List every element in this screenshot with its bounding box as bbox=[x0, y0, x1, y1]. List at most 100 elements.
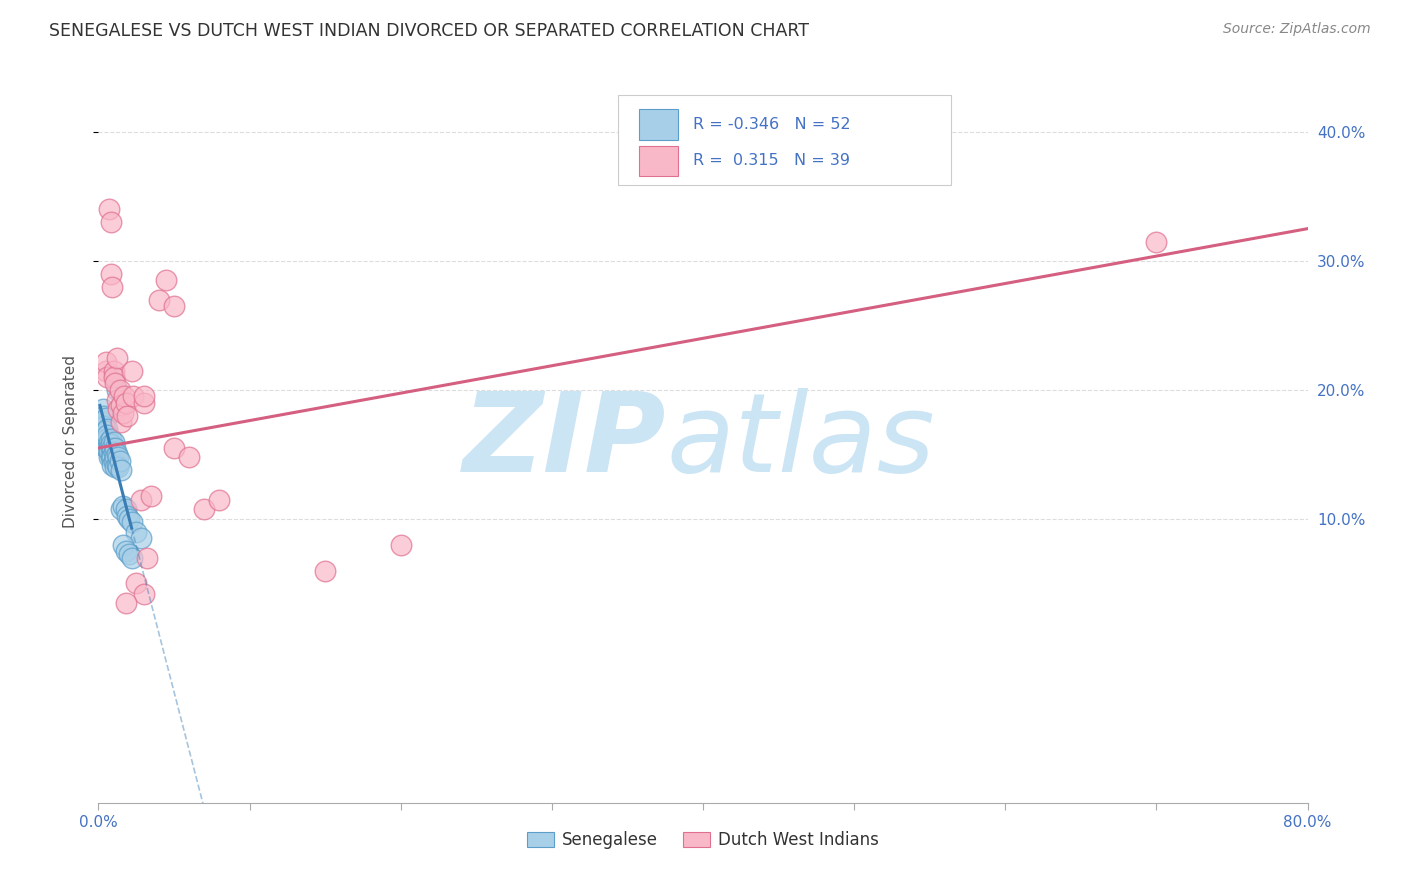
Text: R = -0.346   N = 52: R = -0.346 N = 52 bbox=[693, 117, 851, 132]
Text: atlas: atlas bbox=[666, 388, 935, 495]
Point bbox=[90, 422, 112, 436]
Point bbox=[108, 383, 131, 397]
Point bbox=[94, 411, 117, 425]
Legend: Senegalese, Dutch West Indians: Senegalese, Dutch West Indians bbox=[520, 824, 886, 856]
Point bbox=[103, 370, 125, 384]
Point bbox=[107, 450, 129, 464]
Point bbox=[101, 450, 124, 464]
FancyBboxPatch shape bbox=[638, 109, 678, 139]
Point bbox=[96, 428, 118, 442]
Point bbox=[100, 441, 122, 455]
Point bbox=[110, 463, 132, 477]
Point bbox=[94, 441, 117, 455]
Point bbox=[115, 509, 138, 524]
Point bbox=[100, 267, 122, 281]
Point bbox=[103, 434, 125, 449]
Point bbox=[103, 370, 125, 384]
Point bbox=[103, 445, 125, 459]
Point bbox=[105, 393, 128, 408]
Point bbox=[91, 415, 114, 429]
Point bbox=[98, 441, 121, 455]
Point bbox=[114, 596, 136, 610]
Point bbox=[129, 531, 152, 545]
Point bbox=[98, 434, 121, 449]
Point bbox=[110, 501, 132, 516]
Point bbox=[208, 492, 231, 507]
Point bbox=[163, 441, 186, 455]
FancyBboxPatch shape bbox=[619, 95, 950, 185]
Point bbox=[193, 501, 215, 516]
Point bbox=[110, 398, 132, 412]
Point bbox=[163, 299, 186, 313]
Point bbox=[93, 428, 115, 442]
Point bbox=[107, 402, 129, 417]
Point bbox=[96, 422, 118, 436]
Point bbox=[94, 363, 117, 377]
Point bbox=[100, 432, 122, 446]
Point bbox=[129, 492, 152, 507]
Point bbox=[104, 450, 127, 464]
Point bbox=[114, 501, 136, 516]
Point bbox=[94, 354, 117, 368]
Point bbox=[114, 396, 136, 410]
Text: SENEGALESE VS DUTCH WEST INDIAN DIVORCED OR SEPARATED CORRELATION CHART: SENEGALESE VS DUTCH WEST INDIAN DIVORCED… bbox=[49, 22, 810, 40]
Point bbox=[121, 363, 143, 377]
Point bbox=[104, 460, 127, 475]
Point bbox=[98, 450, 121, 464]
Point bbox=[96, 432, 118, 446]
Point bbox=[114, 544, 136, 558]
Point bbox=[105, 458, 128, 472]
Point bbox=[108, 454, 131, 468]
Point bbox=[121, 515, 143, 529]
Point bbox=[121, 550, 143, 565]
Point bbox=[98, 443, 121, 458]
Point bbox=[93, 409, 115, 423]
Point bbox=[101, 458, 124, 472]
FancyBboxPatch shape bbox=[638, 146, 678, 177]
Point bbox=[96, 441, 118, 455]
Point bbox=[101, 441, 124, 455]
Point bbox=[118, 512, 141, 526]
Point bbox=[105, 447, 128, 461]
Point bbox=[179, 450, 201, 464]
Point bbox=[118, 547, 141, 561]
Point bbox=[100, 437, 122, 451]
Point bbox=[389, 538, 412, 552]
Point bbox=[93, 419, 115, 434]
Point bbox=[141, 489, 163, 503]
Point bbox=[94, 424, 117, 438]
Point bbox=[100, 215, 122, 229]
Point bbox=[132, 389, 155, 403]
Point bbox=[111, 538, 134, 552]
Point bbox=[110, 415, 132, 429]
Point bbox=[125, 576, 148, 591]
Y-axis label: Divorced or Separated: Divorced or Separated bbox=[63, 355, 77, 528]
Point bbox=[1144, 235, 1167, 249]
Point bbox=[314, 564, 336, 578]
Text: Source: ZipAtlas.com: Source: ZipAtlas.com bbox=[1223, 22, 1371, 37]
Point bbox=[91, 402, 114, 417]
Point bbox=[132, 396, 155, 410]
Text: R =  0.315   N = 39: R = 0.315 N = 39 bbox=[693, 153, 851, 168]
Point bbox=[132, 587, 155, 601]
Point bbox=[103, 363, 125, 377]
Point bbox=[105, 383, 128, 397]
Point bbox=[103, 454, 125, 468]
Point bbox=[107, 460, 129, 475]
Point bbox=[135, 550, 157, 565]
Point bbox=[112, 389, 135, 403]
Point bbox=[96, 370, 118, 384]
Point bbox=[111, 499, 134, 513]
Point bbox=[155, 273, 177, 287]
Text: ZIP: ZIP bbox=[463, 388, 666, 495]
Point bbox=[94, 434, 117, 449]
Point bbox=[104, 441, 127, 455]
Point bbox=[115, 409, 138, 423]
Point bbox=[94, 431, 117, 445]
Point bbox=[111, 406, 134, 420]
Point bbox=[104, 376, 127, 391]
Point bbox=[100, 450, 122, 464]
Point bbox=[148, 293, 170, 307]
Point bbox=[122, 389, 145, 403]
Point bbox=[125, 524, 148, 539]
